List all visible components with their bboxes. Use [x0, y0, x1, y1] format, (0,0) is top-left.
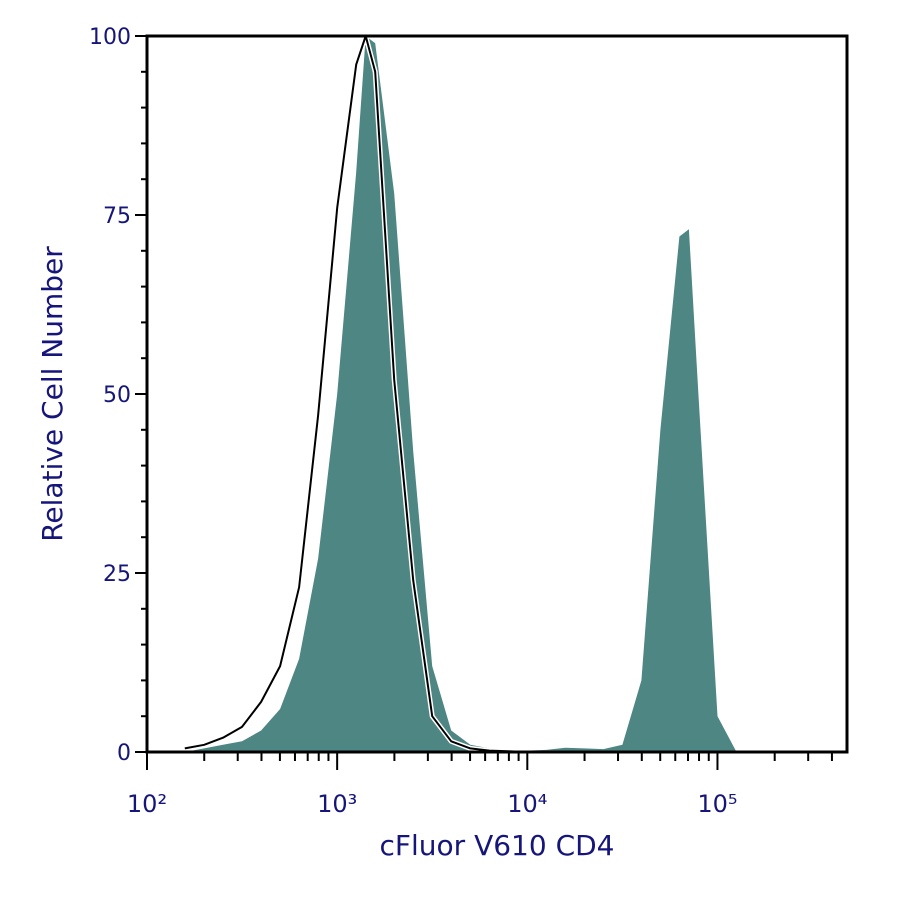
x-tick-label: 10³ — [317, 790, 357, 818]
x-tick-label: 10² — [127, 790, 167, 818]
y-tick-label: 0 — [117, 741, 131, 766]
y-tick-label: 100 — [89, 25, 131, 50]
x-tick-label: 10⁴ — [507, 790, 547, 818]
histogram-outline — [184, 35, 528, 753]
plot-frame — [145, 34, 849, 754]
y-tick-label: 75 — [103, 204, 131, 229]
x-tick-label: 10⁵ — [697, 790, 737, 818]
histogram-area — [184, 36, 756, 752]
y-axis-label: Relative Cell Number — [36, 246, 69, 542]
y-tick-label: 25 — [103, 562, 131, 587]
y-tick-label: 50 — [103, 383, 131, 408]
x-axis-label: cFluor V610 CD4 — [380, 829, 615, 862]
